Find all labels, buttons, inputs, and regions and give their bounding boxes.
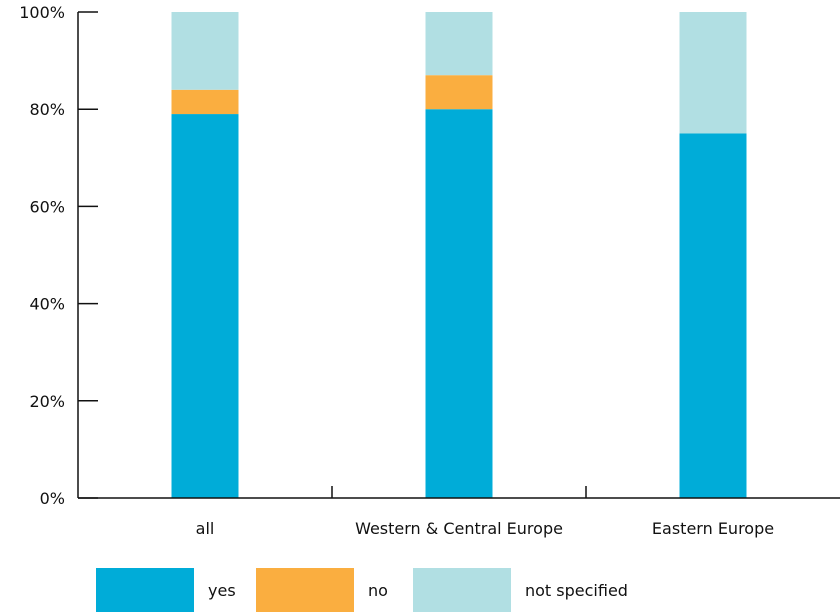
y-tick-label: 20%	[29, 392, 65, 411]
y-tick-label: 40%	[29, 295, 65, 314]
bar-not-specified-0	[171, 12, 239, 90]
bar-yes-1	[425, 109, 493, 498]
bars-group	[171, 12, 747, 498]
x-category-label: Eastern Europe	[652, 519, 774, 538]
y-tick-label: 0%	[40, 489, 65, 508]
legend-label-no: no	[368, 580, 388, 600]
legend-item-no: no	[256, 568, 413, 612]
stacked-bar-chart: 0% 20% 40% 60% 80% 100% all Western & Central …	[19, 3, 840, 538]
legend-item-yes: yes	[96, 568, 256, 612]
x-category-label: Western & Central Europe	[355, 519, 563, 538]
bar-not-specified-1	[425, 12, 493, 76]
bar-no-1	[425, 75, 493, 110]
bar-yes-0	[171, 114, 239, 498]
bar-no-0	[171, 89, 239, 115]
y-ticks-group: 0% 20% 40% 60% 80% 100%	[19, 3, 98, 508]
legend-item-not-specified: not specified	[413, 568, 628, 612]
legend-swatch-not-specified	[413, 568, 511, 612]
bar-yes-2	[679, 133, 747, 498]
legend-label-yes: yes	[208, 580, 236, 600]
y-tick-label: 80%	[29, 100, 65, 119]
legend-swatch-no	[256, 568, 354, 612]
legend: yes no not specified	[96, 568, 628, 612]
axes-group	[77, 12, 840, 499]
x-ticks-group: all Western & Central Europe Eastern Europ…	[196, 486, 774, 538]
x-category-label: all	[196, 519, 215, 538]
y-tick-label: 60%	[29, 197, 65, 216]
legend-swatch-yes	[96, 568, 194, 612]
bar-not-specified-2	[679, 12, 747, 134]
legend-label-not-specified: not specified	[525, 580, 628, 600]
y-tick-label: 100%	[19, 3, 65, 22]
